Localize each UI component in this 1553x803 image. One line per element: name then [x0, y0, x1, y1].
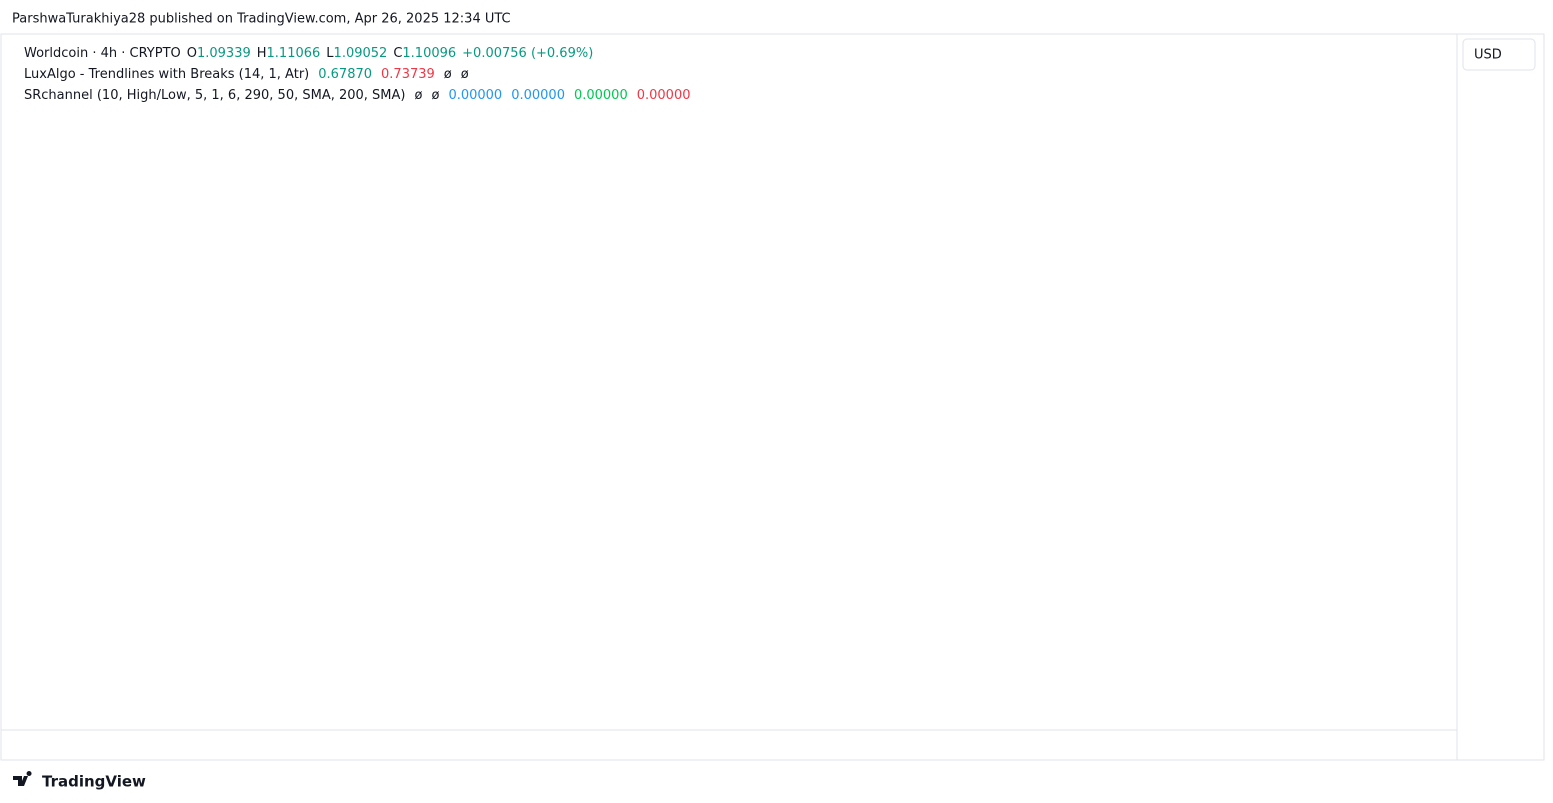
indicator-value: 0.00000	[511, 88, 565, 103]
indicator-value: 0.67870	[318, 67, 372, 82]
symbol-title: Worldcoin · 4h · CRYPTO	[24, 46, 181, 61]
brand: TradingView	[42, 773, 146, 791]
publisher: ParshwaTurakhiya28 published on TradingV…	[12, 12, 511, 27]
legend-indicator: LuxAlgo - Trendlines with Breaks (14, 1,…	[24, 67, 469, 82]
ohlc-value: 1.11066	[267, 46, 321, 61]
indicator-name: SRchannel (10, High/Low, 5, 1, 6, 290, 5…	[24, 88, 406, 103]
indicator-name: LuxAlgo - Trendlines with Breaks (14, 1,…	[24, 67, 309, 82]
currency[interactable]: USD	[1474, 48, 1502, 63]
legend-indicator: SRchannel (10, High/Low, 5, 1, 6, 290, 5…	[24, 88, 691, 103]
chart-frame	[0, 33, 1545, 761]
indicator-value: ø	[415, 88, 423, 103]
ohlc-value: 1.09339	[197, 46, 251, 61]
indicator-value: 0.00000	[574, 88, 628, 103]
legend: Worldcoin · 4h · CRYPTO O1.09339 H1.11066 L…	[24, 46, 691, 103]
legend-main: Worldcoin · 4h · CRYPTO O1.09339 H1.11066 L…	[24, 46, 593, 61]
indicator-value: ø	[431, 88, 439, 103]
brand-logo	[13, 771, 32, 786]
indicator-value: 0.00000	[448, 88, 502, 103]
change: +0.00756 (+0.69%)	[462, 46, 593, 61]
currency-button[interactable]	[1462, 38, 1536, 71]
ohlc-label: C	[393, 46, 402, 61]
indicator-value: ø	[444, 67, 452, 82]
indicator-value: 0.00000	[637, 88, 691, 103]
ohlc-label: O	[187, 46, 197, 61]
indicator-value: ø	[461, 67, 469, 82]
ohlc-label: L	[326, 46, 334, 61]
indicator-value: 0.73739	[381, 67, 435, 82]
ohlc-value: 1.10096	[402, 46, 456, 61]
ohlc-label: H	[257, 46, 267, 61]
ohlc-value: 1.09052	[334, 46, 388, 61]
